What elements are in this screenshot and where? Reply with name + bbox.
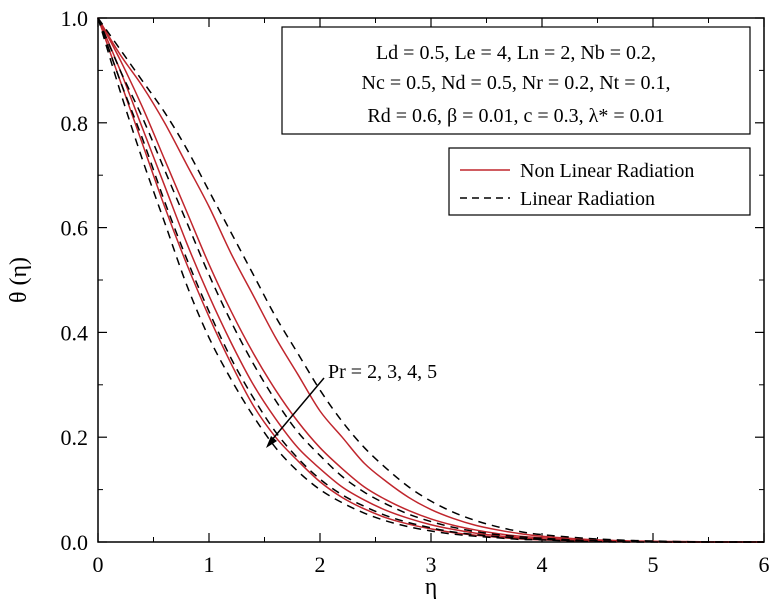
params-line-3: Rd = 0.6, β = 0.01, c = 0.3, λ* = 0.01 xyxy=(367,105,664,127)
x-tick-label: 2 xyxy=(315,552,326,577)
tick-labels: 0 1 2 3 4 5 6 0.0 0.2 0.4 0.6 0.8 1.0 xyxy=(61,6,770,577)
legend-label-linear: Linear Radiation xyxy=(520,188,655,210)
x-tick-label: 3 xyxy=(426,552,437,577)
params-line-1: Ld = 0.5, Le = 4, Ln = 2, Nb = 0.2, xyxy=(376,42,656,64)
annotation-arrow-head xyxy=(266,436,277,448)
x-tick-label: 4 xyxy=(537,552,548,577)
y-axis-title: θ (η) xyxy=(6,257,32,303)
params-box-frame xyxy=(281,26,751,135)
x-tick-label: 5 xyxy=(648,552,659,577)
series-layer xyxy=(97,17,765,543)
legend: Non Linear Radiation Linear Radiation xyxy=(448,147,751,216)
x-tick-label: 0 xyxy=(93,552,104,577)
annotation-arrow-shaft xyxy=(270,377,325,442)
legend-label-nonlinear: Non Linear Radiation xyxy=(520,160,694,182)
y-tick-label: 0.6 xyxy=(61,216,89,241)
x-tick-label: 1 xyxy=(204,552,215,577)
linear-radiation-line-6 xyxy=(97,17,764,543)
nonlinear-radiation-line-0 xyxy=(97,17,765,543)
y-tick-label: 0.0 xyxy=(61,530,89,555)
annotation-label: Pr = 2, 3, 4, 5 xyxy=(328,361,437,383)
params-box: Ld = 0.5, Le = 4, Ln = 2, Nb = 0.2, Nc =… xyxy=(281,26,751,135)
linear-radiation-line-4 xyxy=(97,17,765,543)
pr-annotation: Pr = 2, 3, 4, 5 xyxy=(266,361,437,448)
y-tick-label: 1.0 xyxy=(61,6,89,31)
params-line-2: Nc = 0.5, Nd = 0.5, Nr = 0.2, Nt = 0.1, xyxy=(362,72,671,94)
y-tick-label: 0.2 xyxy=(61,425,89,450)
y-tick-label: 0.8 xyxy=(61,111,89,136)
ticks xyxy=(97,17,765,543)
x-axis-title: η xyxy=(425,574,438,600)
y-tick-label: 0.4 xyxy=(61,320,89,345)
legend-frame xyxy=(448,147,751,216)
x-tick-label: 6 xyxy=(759,552,770,577)
